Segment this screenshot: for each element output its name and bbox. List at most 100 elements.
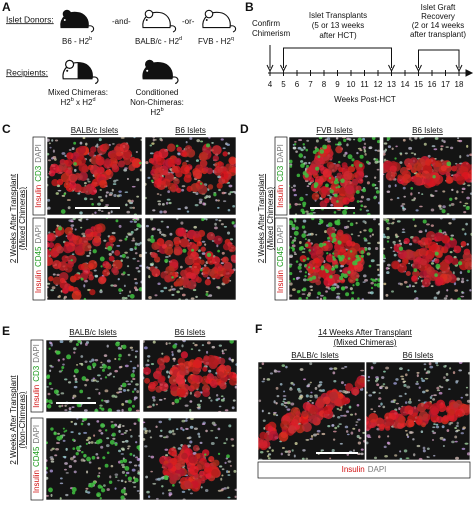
- nucleus: [80, 218, 83, 220]
- insulin-cell: [412, 412, 418, 418]
- nucleus: [404, 373, 408, 377]
- nucleus: [374, 160, 379, 164]
- text: -or-: [182, 17, 195, 26]
- text: BALB/c Islets: [71, 126, 119, 135]
- nucleus: [68, 465, 73, 468]
- insulin-cell: [467, 169, 472, 180]
- immune-cell: [342, 209, 348, 215]
- nucleus: [383, 247, 386, 250]
- nucleus: [124, 296, 128, 300]
- nucleus: [85, 487, 89, 490]
- insulin-cell: [216, 371, 225, 379]
- nucleus: [122, 424, 125, 428]
- nucleus: [362, 146, 367, 149]
- nucleus: [100, 377, 103, 380]
- image-border: [142, 339, 238, 413]
- nucleus: [443, 231, 447, 234]
- immune-cell: [48, 487, 53, 493]
- text: (Non-Chimeras): [18, 391, 27, 448]
- insulin-cell: [157, 357, 166, 366]
- insulin-cell: [111, 266, 118, 274]
- text: BALB/c Islets: [69, 328, 117, 337]
- immune-cell: [121, 382, 127, 388]
- immune-cell: [337, 181, 340, 184]
- immune-cell: [305, 296, 309, 300]
- insulin-cell: [423, 403, 429, 409]
- nucleus: [221, 468, 225, 471]
- nucleus: [325, 290, 328, 293]
- immune-cell: [73, 141, 77, 145]
- nucleus: [194, 343, 198, 347]
- nucleus: [310, 434, 314, 438]
- insulin-cell: [301, 422, 312, 433]
- insulin-cell: [305, 403, 312, 410]
- micrograph: [46, 418, 140, 500]
- insulin-cell: [225, 369, 232, 376]
- nucleus: [148, 455, 151, 458]
- text: 14: [401, 80, 410, 89]
- nucleus: [363, 148, 366, 151]
- text: B6 Islets: [403, 351, 434, 360]
- insulin-cell: [171, 165, 179, 173]
- insulin-cell: [156, 238, 165, 246]
- nucleus: [50, 289, 55, 292]
- nucleus: [74, 228, 77, 231]
- nucleus: [104, 389, 109, 393]
- nucleus: [347, 220, 350, 223]
- nucleus: [465, 393, 469, 397]
- immune-cell: [289, 165, 293, 168]
- nucleus: [65, 472, 69, 474]
- insulin-cell: [460, 241, 467, 247]
- nucleus: [133, 387, 137, 391]
- immune-cell: [107, 245, 113, 251]
- nucleus: [398, 407, 401, 411]
- nucleus: [106, 344, 109, 348]
- insulin-cell: [183, 360, 192, 369]
- immune-cell: [332, 237, 337, 242]
- insulin-cell: [74, 172, 81, 179]
- insulin-cell: [314, 258, 320, 264]
- nucleus: [130, 349, 134, 351]
- nucleus: [106, 359, 111, 363]
- nucleus: [200, 486, 203, 489]
- superscript: q: [231, 36, 234, 42]
- nucleus: [127, 445, 131, 448]
- nucleus: [348, 405, 352, 409]
- immune-cell: [306, 278, 310, 282]
- immune-cell: [355, 278, 359, 282]
- immune-cell: [53, 389, 59, 395]
- insulin-cell: [442, 415, 449, 421]
- nucleus: [234, 385, 237, 389]
- stain-name: CD3: [276, 165, 285, 182]
- micrograph: [366, 362, 470, 460]
- nucleus: [47, 296, 49, 299]
- nucleus: [438, 385, 442, 388]
- immune-cell: [73, 368, 79, 374]
- text: Chimerism: [252, 29, 291, 38]
- insulin-cell: [200, 246, 206, 252]
- nucleus: [344, 366, 348, 368]
- nucleus: [229, 238, 234, 241]
- mouse-eye: [205, 19, 208, 21]
- nucleus: [137, 242, 141, 246]
- nucleus: [261, 380, 265, 383]
- nucleus: [233, 469, 237, 473]
- nucleus: [285, 365, 288, 369]
- insulin-cell: [202, 449, 210, 457]
- nucleus: [441, 425, 445, 429]
- insulin-cell: [68, 285, 75, 292]
- insulin-cell: [267, 426, 274, 433]
- nucleus: [152, 398, 156, 402]
- immune-cell: [385, 219, 389, 223]
- stain-label: InsulinCD3DAPI: [32, 344, 41, 408]
- text: 13: [387, 80, 396, 89]
- nucleus: [469, 153, 472, 157]
- nucleus: [344, 151, 348, 155]
- nucleus: [132, 377, 136, 381]
- insulin-cell: [109, 153, 117, 161]
- nucleus: [83, 181, 87, 185]
- insulin-cell: [170, 457, 178, 466]
- nucleus: [143, 340, 145, 343]
- immune-cell: [307, 266, 311, 269]
- nucleus: [461, 277, 465, 281]
